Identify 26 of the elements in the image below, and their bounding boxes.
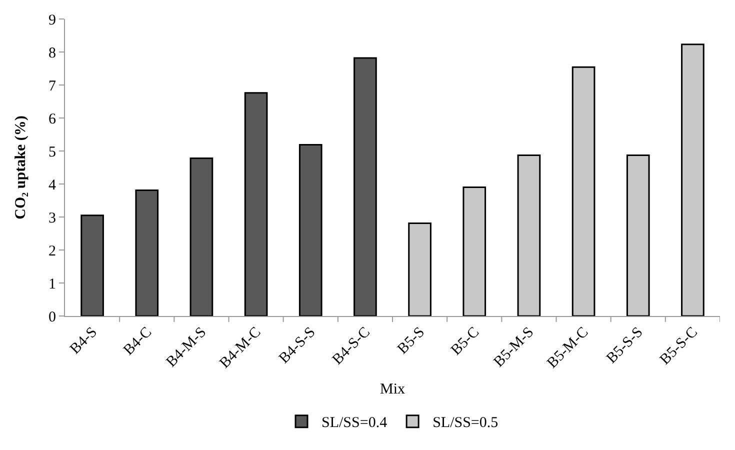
bar xyxy=(80,214,104,316)
x-axis-title: Mix xyxy=(380,382,406,398)
y-tick-label: 3 xyxy=(48,210,56,226)
y-tick-label: 2 xyxy=(48,243,56,260)
bar xyxy=(517,154,541,316)
bar xyxy=(354,57,377,316)
y-tick-label: 6 xyxy=(48,111,56,128)
legend-label: SL/SS=0.4 xyxy=(322,415,388,432)
bar xyxy=(135,190,159,316)
bar xyxy=(572,66,596,316)
y-axis-title: CO₂ uptake (%) xyxy=(13,116,29,220)
bar xyxy=(626,154,650,316)
bar xyxy=(681,44,704,316)
y-tick-label: 7 xyxy=(48,78,56,94)
bar xyxy=(190,158,214,316)
y-tick-label: 5 xyxy=(48,144,56,160)
y-tick-label: 9 xyxy=(48,12,56,28)
bar xyxy=(244,92,268,316)
y-tick-label: 0 xyxy=(48,309,56,326)
bar xyxy=(462,186,486,316)
legend-label: SL/SS=0.5 xyxy=(432,415,498,432)
y-tick-label: 4 xyxy=(48,177,56,194)
bar xyxy=(408,222,432,316)
bar xyxy=(298,144,322,316)
y-tick-label: 1 xyxy=(48,276,56,292)
y-tick-label: 8 xyxy=(48,45,56,62)
